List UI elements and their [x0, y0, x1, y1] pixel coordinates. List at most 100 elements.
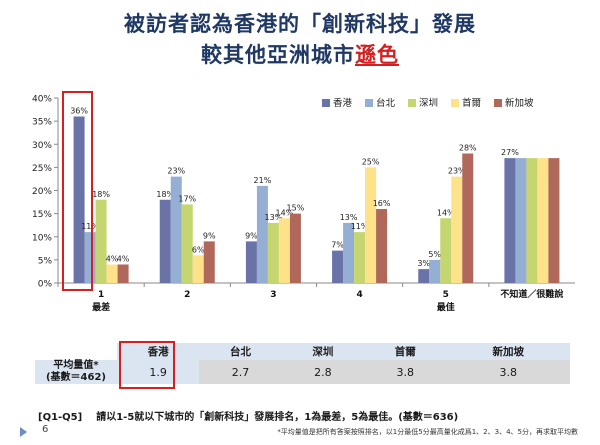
bar: [289, 213, 301, 283]
question-text: 請以1-5就以下城市的「創新科技」發展排名，1為最差，5為最佳。(基數＝636): [96, 412, 459, 423]
title-line2-main: 較其他亞洲城市: [201, 42, 355, 67]
data-label: 9%: [245, 231, 258, 240]
x-tick-label: 3: [270, 290, 276, 300]
summary-col-header: 台北: [199, 343, 282, 360]
data-label: 4%: [117, 255, 130, 264]
bar: [537, 158, 549, 283]
bar: [354, 232, 366, 283]
y-tick-label: 20%: [32, 187, 52, 197]
data-label: 36%: [70, 107, 88, 116]
slide-title-line1: 被訪者認為香港的「創新科技」發展: [124, 11, 476, 36]
bar: [73, 116, 85, 283]
bar: [376, 209, 388, 283]
x-tick-label: 不知道／很難說: [500, 288, 563, 300]
data-label: 9%: [203, 231, 216, 240]
bar: [181, 204, 193, 283]
question-line: [Q1-Q5] 請以1-5就以下城市的「創新科技」發展排名，1為最差，5為最佳。(…: [38, 408, 458, 423]
data-label: 11%: [351, 222, 369, 231]
bar-chart: 0%5%10%15%20%25%30%35%40%36%11%18%4%4%1最…: [32, 95, 575, 313]
data-label: 13%: [340, 213, 358, 222]
summary-value: 3.8: [364, 360, 447, 384]
summary-value: 2.8: [281, 360, 365, 384]
data-label: 18%: [92, 190, 110, 199]
data-label: 28%: [459, 144, 477, 153]
bar: [106, 264, 118, 283]
bar: [451, 176, 463, 283]
bar: [343, 222, 355, 283]
bar: [117, 264, 129, 283]
legend-label: 新加坡: [505, 97, 534, 109]
bar: [548, 158, 560, 283]
data-label: 11%: [81, 222, 99, 231]
hk-average-highlight: [119, 341, 175, 389]
legend-swatch: [365, 99, 373, 107]
bar: [515, 158, 527, 283]
summary-value: 3.8: [446, 360, 570, 384]
y-tick-label: 5%: [38, 256, 53, 266]
data-label: 25%: [362, 157, 380, 166]
legend-label: 台北: [376, 97, 396, 109]
legend-label: 深圳: [419, 98, 438, 109]
bar: [159, 199, 171, 283]
bar: [429, 259, 441, 283]
bar: [462, 153, 474, 283]
data-label: 16%: [373, 199, 391, 208]
bar: [418, 269, 430, 283]
y-tick-label: 30%: [32, 141, 52, 151]
data-label: 6%: [192, 245, 205, 254]
y-tick-label: 35%: [32, 118, 52, 128]
data-label: 7%: [331, 241, 344, 250]
data-label: 18%: [156, 190, 174, 199]
y-tick-label: 10%: [32, 233, 52, 243]
x-tick-label: 2: [184, 290, 190, 300]
data-label: 3%: [417, 259, 430, 268]
data-label: 21%: [254, 176, 272, 185]
data-label: 5%: [428, 250, 441, 259]
summary-header-row: 香港 台北 深圳 首爾 新加坡: [35, 343, 570, 360]
summary-table: 香港 台北 深圳 首爾 新加坡 平均量值* (基數＝462) 1.9 2.7 2…: [35, 343, 570, 384]
summary-value: 1.9: [117, 360, 200, 384]
bar: [526, 158, 538, 283]
legend-swatch: [494, 99, 502, 107]
bar: [267, 222, 279, 283]
bar: [84, 232, 96, 283]
bar: [440, 218, 452, 283]
question-code: [Q1-Q5]: [38, 412, 83, 423]
summary-col-header: 新加坡: [446, 343, 570, 360]
bar: [504, 158, 516, 283]
x-tick-label: 最差: [92, 301, 110, 313]
y-tick-label: 25%: [32, 164, 52, 174]
data-label: 23%: [448, 167, 466, 176]
hk-first-group-highlight: [62, 91, 93, 291]
x-tick-label: 5: [443, 290, 449, 300]
data-label: 17%: [178, 194, 196, 203]
data-label: 4%: [106, 255, 119, 264]
legend-swatch: [408, 99, 416, 107]
bar: [245, 241, 257, 283]
x-tick-label: 1: [98, 290, 104, 300]
title-highlight: 遜色: [355, 42, 399, 67]
page-number: 6: [42, 424, 49, 435]
y-tick-label: 40%: [32, 95, 52, 105]
x-tick-label: 4: [356, 290, 362, 300]
summary-row-label: 平均量值* (基數＝462): [35, 360, 117, 384]
y-tick-label: 15%: [32, 210, 52, 220]
legend-swatch: [451, 99, 459, 107]
bar: [170, 176, 182, 283]
summary-col-header: 首爾: [364, 343, 447, 360]
summary-col-header: 深圳: [281, 343, 365, 360]
y-tick-label: 0%: [38, 280, 53, 290]
summary-col-header: 香港: [117, 343, 200, 360]
bar: [278, 218, 290, 283]
data-label: 27%: [501, 148, 519, 157]
x-tick-label: 最佳: [437, 301, 455, 313]
footnote: *平均量值是把所有答案按照排名，以1分最低5分最高量化成爲1、2、3、4、5分，…: [277, 428, 578, 436]
summary-values-row: 平均量值* (基數＝462) 1.9 2.7 2.8 3.8 3.8: [35, 360, 570, 384]
bar: [256, 185, 268, 283]
summary-value: 2.7: [199, 360, 282, 384]
slide-title-line2: 較其他亞洲城市遜色: [0, 39, 600, 69]
data-label: 13%: [265, 213, 283, 222]
bar: [203, 241, 215, 283]
data-label: 14%: [276, 208, 294, 217]
data-label: 14%: [437, 208, 455, 217]
